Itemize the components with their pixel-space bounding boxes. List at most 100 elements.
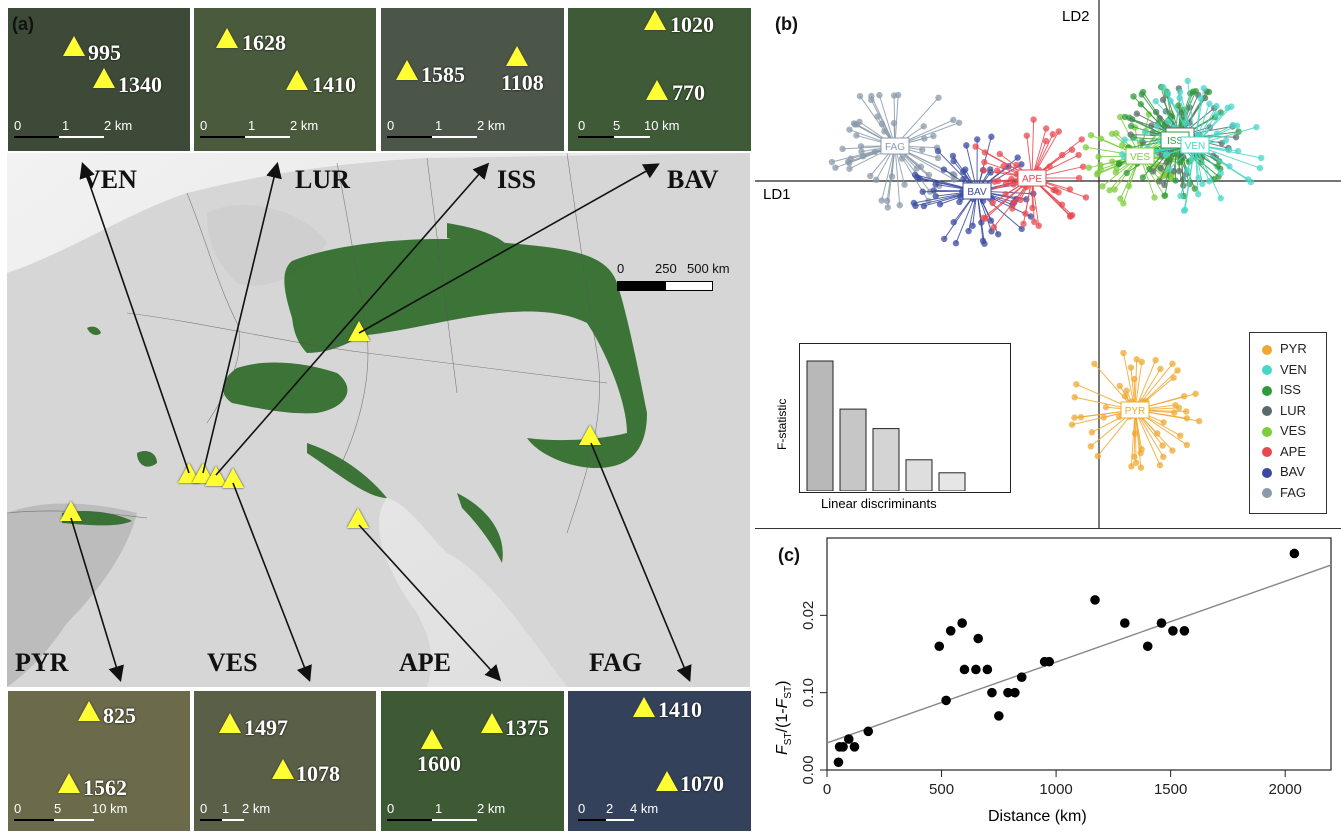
ibd-ylabel: FST/(1-FST): [774, 681, 794, 755]
lda-point: [1134, 111, 1140, 117]
data-point: [1143, 641, 1153, 651]
lda-point: [1117, 383, 1123, 389]
inset-ves: 1497 1078 0 1 2 km: [193, 690, 377, 832]
svg-text:VES: VES: [1130, 152, 1150, 163]
lda-point: [992, 178, 998, 184]
lda-point: [1111, 186, 1117, 192]
lda-point: [1170, 375, 1176, 381]
lda-centroid-label: VEN: [1181, 137, 1209, 153]
lda-point: [1099, 183, 1105, 189]
lda-point: [1181, 393, 1187, 399]
site-marker-icon: [78, 701, 100, 721]
site-arrows: [7, 153, 750, 687]
lda-point: [1171, 409, 1177, 415]
lda-point: [901, 181, 907, 187]
svg-text:VEN: VEN: [1185, 141, 1206, 152]
lda-point: [982, 149, 988, 155]
lda-point: [989, 200, 995, 206]
lda-point: [1079, 136, 1085, 142]
legend-item-ven: VEN: [1262, 362, 1307, 377]
lda-point: [1109, 131, 1115, 137]
lda-point: [1196, 418, 1202, 424]
data-point: [957, 618, 967, 628]
site-marker-icon: [656, 771, 678, 791]
lda-point: [1121, 136, 1127, 142]
lda-point: [1128, 123, 1134, 129]
lda-point: [1226, 147, 1232, 153]
svg-text:PYR: PYR: [1125, 406, 1146, 417]
ibd-xlabel: Distance (km): [988, 808, 1087, 826]
lda-point: [1172, 177, 1178, 183]
lda-point: [1218, 195, 1224, 201]
lda-point: [1206, 89, 1212, 95]
lda-point: [1094, 171, 1100, 177]
lda-point: [995, 231, 1001, 237]
lda-point: [1183, 408, 1189, 414]
lda-point: [1169, 447, 1175, 453]
legend-label: PYR: [1280, 341, 1307, 356]
lda-point: [969, 223, 975, 229]
data-point: [973, 634, 983, 644]
data-point: [1168, 626, 1178, 636]
lda-point: [1184, 442, 1190, 448]
legend-dot-icon: [1262, 488, 1272, 498]
legend-dot-icon: [1262, 427, 1272, 437]
elevation-label: 1585: [421, 62, 465, 88]
y-tick-label: 0.10: [800, 678, 817, 707]
lda-point: [1056, 128, 1062, 134]
site-marker-icon: [216, 28, 238, 48]
lda-point: [1195, 191, 1201, 197]
legend-dot-icon: [1262, 386, 1272, 396]
lda-point: [832, 164, 838, 170]
inset-pyr: 825 1562 0 5 10 km: [7, 690, 191, 832]
lda-point: [1156, 178, 1162, 184]
europe-map: 0 250 500 km VEN LUR ISS BAV PY: [7, 153, 750, 687]
elevation-label: 1078: [296, 761, 340, 787]
lda-point: [941, 166, 947, 172]
legend-label: ISS: [1280, 382, 1301, 397]
legend-label: LUR: [1280, 403, 1306, 418]
lda-point: [1095, 154, 1101, 160]
site-label-ves: VES: [207, 648, 258, 678]
data-point: [834, 757, 844, 767]
lda-point: [1002, 191, 1008, 197]
lda-point: [1083, 194, 1089, 200]
legend-label: APE: [1280, 444, 1306, 459]
scale-bar: 0 1 2 km: [200, 801, 330, 831]
lda-point: [1151, 194, 1157, 200]
data-point: [971, 665, 981, 675]
lda-point: [1192, 185, 1198, 191]
lda-point: [1008, 176, 1014, 182]
lda-point: [935, 155, 941, 161]
lda-point: [997, 151, 1003, 157]
lda-centroid-label: FAG: [881, 138, 909, 154]
lda-point: [1116, 161, 1122, 167]
scale-bar: 0 1 2 km: [387, 118, 517, 148]
lda-point: [931, 187, 937, 193]
lda-point: [1218, 170, 1224, 176]
scale-bar: 0 1 2 km: [387, 801, 517, 831]
lda-point: [965, 228, 971, 234]
legend-dot-icon: [1262, 447, 1272, 457]
trend-line: [827, 565, 1331, 743]
site-marker-icon: [219, 713, 241, 733]
lda-point: [982, 215, 988, 221]
lda-plot: FAGBAVAPEVESLURISSVENPYR LD1 LD2 F-stati…: [755, 0, 1341, 528]
lda-point: [1126, 183, 1132, 189]
lda-point: [1131, 376, 1137, 382]
site-marker-icon: [633, 697, 655, 717]
lda-point: [937, 201, 943, 207]
y-tick-label: 0.02: [800, 601, 817, 630]
site-label-fag: FAG: [589, 648, 642, 678]
data-point: [1290, 549, 1300, 559]
lda-point: [981, 167, 987, 173]
lda-point: [868, 93, 874, 99]
inset-ape: 1375 1600 0 1 2 km: [380, 690, 565, 832]
elevation-label: 770: [672, 80, 705, 106]
elevation-label: 1340: [118, 72, 162, 98]
inset-bar: [807, 361, 833, 491]
lda-point: [1120, 350, 1126, 356]
lda-point: [1130, 93, 1136, 99]
lda-point: [1225, 105, 1231, 111]
inset-iss: 1585 1108 0 1 2 km: [380, 7, 565, 152]
